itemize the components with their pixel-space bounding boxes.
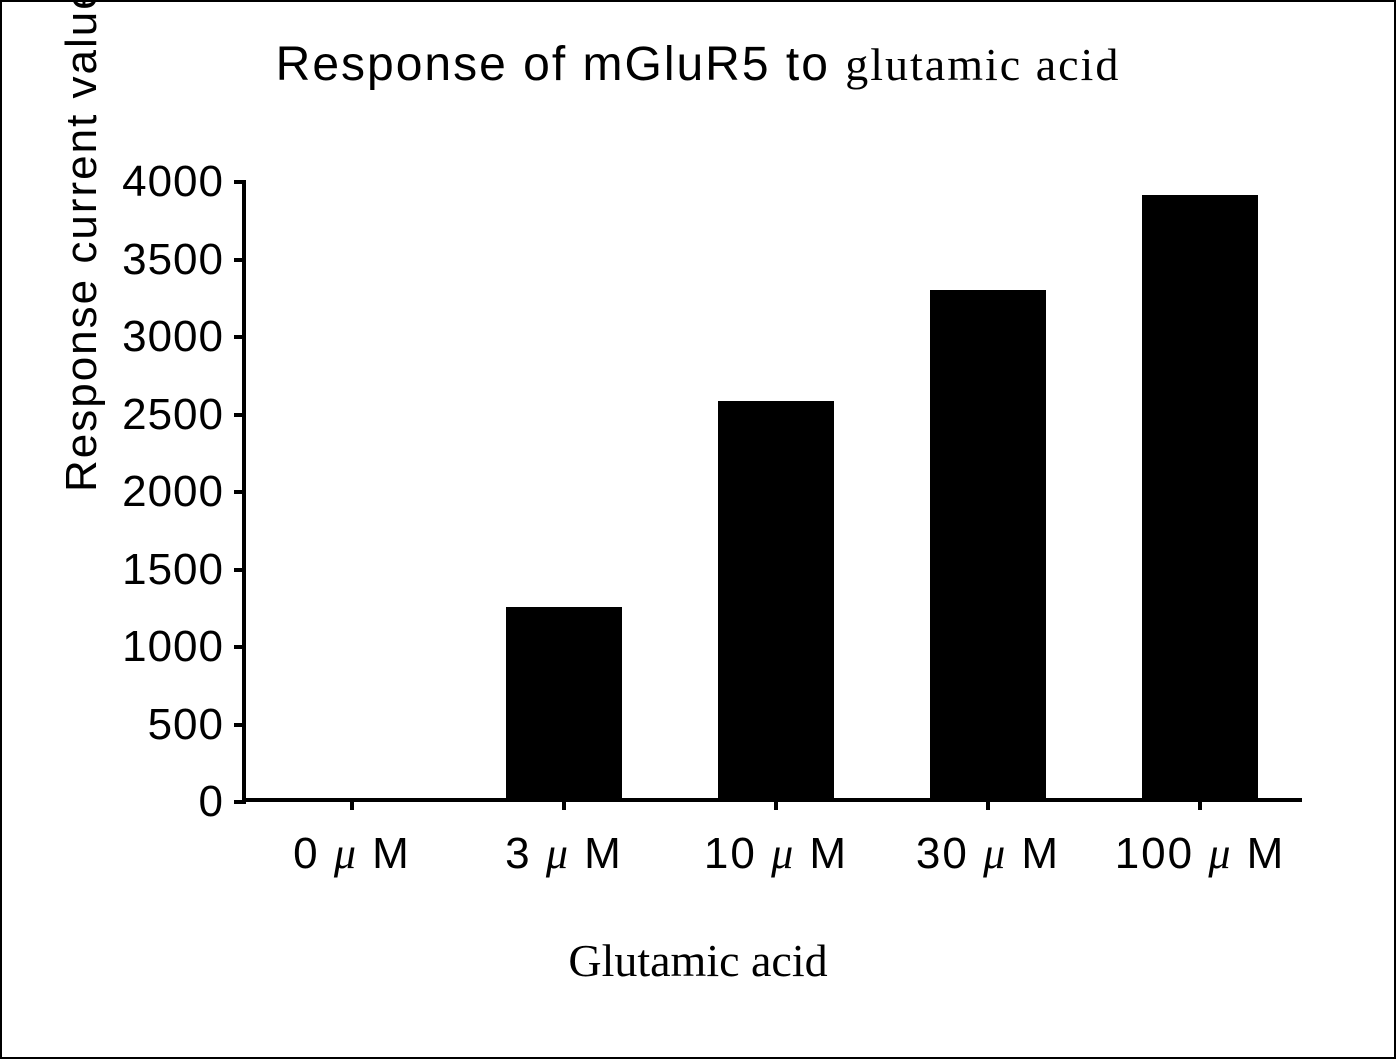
y-tick-label: 2000 (122, 467, 246, 517)
title-sub: glutamic acid (845, 39, 1120, 90)
y-axis-label: Response current value (-nA) (57, 0, 107, 492)
x-axis-label: Glutamic acid (2, 934, 1394, 987)
title-main: Response of mGluR5 to (276, 38, 830, 91)
y-tick-label: 0 (199, 777, 246, 827)
y-tick-label: 3000 (122, 312, 246, 362)
x-tick-label: 100 μ M (1115, 798, 1286, 879)
chart-title: Response of mGluR5 to glutamic acid (2, 37, 1394, 92)
x-tick-label: 0 μ M (293, 798, 411, 879)
chart-frame: Response of mGluR5 to glutamic acid Resp… (0, 0, 1396, 1059)
y-tick-label: 3500 (122, 235, 246, 285)
y-tick-label: 2500 (122, 390, 246, 440)
bar (930, 290, 1047, 798)
x-tick-label: 30 μ M (916, 798, 1060, 879)
bar (1142, 195, 1259, 798)
y-tick-label: 4000 (122, 157, 246, 207)
x-tick-label: 10 μ M (704, 798, 848, 879)
y-tick-label: 1000 (122, 622, 246, 672)
y-tick-label: 500 (148, 700, 246, 750)
y-tick-label: 1500 (122, 545, 246, 595)
bar (718, 401, 835, 798)
bar (506, 607, 623, 798)
plot-area: 050010001500200025003000350040000 μ M3 μ… (242, 182, 1302, 802)
x-tick-label: 3 μ M (505, 798, 623, 879)
